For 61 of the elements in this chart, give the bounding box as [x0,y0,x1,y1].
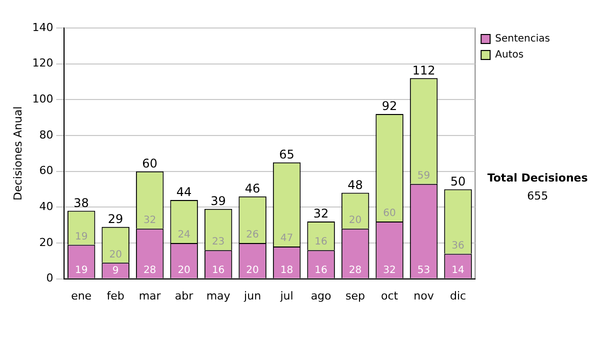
data-label: 20 [109,249,122,260]
total-label: 32 [313,206,329,221]
data-label: 16 [314,264,328,276]
y-axis-title: Decisiones Anual [11,106,24,200]
x-tick-label: may [206,289,231,302]
total-label: 65 [279,147,294,162]
data-label: 18 [280,264,294,276]
data-label: 26 [246,230,259,241]
x-tick-label: ago [310,289,332,302]
data-label: 9 [112,265,119,276]
total-label: 46 [244,182,260,196]
x-tick-label: ene [71,289,92,302]
total-label: 39 [210,194,226,208]
x-tick-label: jul [279,289,294,302]
data-label: 32 [383,264,396,276]
x-tick-label: jun [243,289,262,302]
y-tick-label: 100 [32,92,54,106]
y-tick-label: 40 [39,200,54,213]
data-label: 53 [417,264,430,276]
x-tick-label: mar [138,289,162,302]
data-label: 59 [417,170,430,182]
x-tick-label: oct [380,289,399,302]
total-label: 60 [142,156,158,170]
x-tick-label: feb [106,289,124,302]
data-label: 47 [280,233,294,244]
legend-label: Sentencias [495,34,550,45]
y-tick-label: 140 [32,20,54,34]
data-label: 20 [348,215,362,226]
data-label: 60 [383,208,396,220]
data-label: 16 [314,236,328,248]
x-tick-label: nov [414,289,434,302]
data-label: 24 [178,230,190,241]
data-label: 19 [74,264,88,276]
y-tick-label: 60 [39,164,54,178]
text: Total Decisiones [487,171,588,184]
data-label: 28 [348,264,362,276]
y-tick-label: 0 [46,272,54,285]
total-label: 44 [176,185,192,200]
total-label: 92 [382,99,398,114]
data-label: 14 [452,264,464,276]
legend-label: Autos [495,50,524,61]
data-label: 19 [74,231,88,242]
data-label: 36 [452,240,464,252]
data-label: 28 [143,264,156,276]
x-tick-label: sep [346,289,366,302]
data-label: 23 [212,236,225,248]
y-tick-label: 80 [39,128,54,142]
text: 655 [527,189,548,202]
total-label: 38 [74,196,89,210]
data-label: 16 [212,264,225,276]
y-tick-label: 20 [39,236,54,249]
y-tick-label: 120 [32,56,54,70]
x-tick-label: dic [450,289,466,302]
total-label: 112 [412,63,436,78]
total-label: 50 [450,174,466,188]
data-label: 32 [143,215,156,226]
total-label: 29 [108,212,124,226]
data-label: 20 [246,264,259,276]
x-tick-label: abr [174,289,194,302]
data-label: 20 [178,264,190,276]
total-label: 48 [348,178,363,192]
